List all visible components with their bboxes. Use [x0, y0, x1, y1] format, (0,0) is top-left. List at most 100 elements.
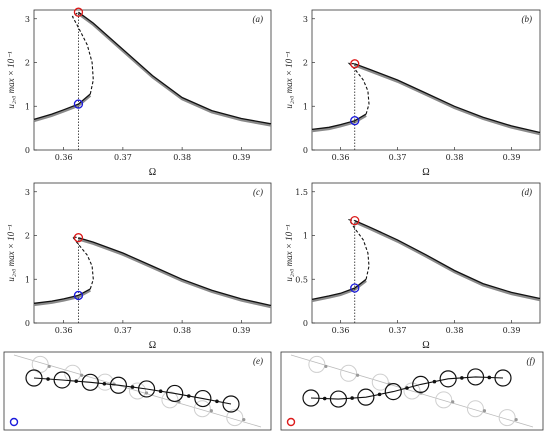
ghost-link-dot: [482, 409, 487, 413]
red-marker: [350, 215, 360, 226]
plot-frame: [311, 9, 541, 151]
y-axis-label: u₂,₀ max × 10⁻¹: [6, 51, 16, 109]
y-tick-label: 0: [303, 146, 308, 155]
plot-frame: [311, 182, 541, 324]
particle-icon: [329, 390, 348, 408]
unstable-branch: [71, 11, 94, 95]
blue-marker: [350, 283, 360, 293]
reference-line: [290, 354, 534, 428]
x-tick-label: 0.36: [55, 153, 73, 162]
x-tick-label: 0.38: [446, 326, 464, 335]
panel-label: (a): [253, 14, 264, 24]
particle-icon: [109, 376, 128, 394]
y-tick-label: 3: [25, 188, 30, 197]
panel-label: (b): [522, 14, 533, 24]
plot-frame: [33, 9, 272, 151]
panel-label: (d): [522, 187, 533, 197]
x-tick-label: 0.39: [232, 326, 250, 335]
link-joint-dot: [130, 385, 135, 389]
y-tick-label: 1.5: [295, 188, 308, 197]
x-tick-label: 0.36: [55, 326, 73, 335]
unstable-branch: [347, 62, 370, 115]
ghost-particle-icon: [371, 373, 389, 391]
blue-marker: [73, 99, 84, 109]
link-joint-dot: [487, 375, 492, 380]
stable-upper-branch: [354, 220, 541, 300]
link-joint-dot: [215, 399, 219, 404]
red-marker-icon: [286, 417, 296, 427]
y-tick-label: 3: [303, 15, 308, 24]
particle-icon: [357, 388, 375, 406]
reference-line: [13, 354, 262, 428]
particle-icon: [25, 369, 43, 387]
y-tick-label: 0.5: [295, 275, 308, 284]
y-axis-label: u₂,₀ max × 10⁻¹: [284, 224, 294, 282]
x-tick-label: 0.37: [389, 326, 407, 335]
x-axis-label: Ω: [149, 167, 156, 178]
ghost-particle-icon: [466, 400, 484, 418]
x-tick-label: 0.37: [114, 153, 132, 162]
panel-label: (e): [253, 356, 263, 366]
ghost-particle-icon: [340, 364, 358, 382]
ghost-particle-icon: [435, 391, 453, 409]
panel-1: 0.36 0.37 0.38 0.39 0 1 2 3 Ωu₂,₀ max × 10⁻¹ (a): [6, 7, 272, 178]
ghost-particle-icon: [161, 391, 179, 409]
x-tick-label: 0.39: [503, 326, 521, 335]
particle-icon: [222, 395, 240, 413]
numeric-upper-branch: [78, 237, 272, 309]
link-joint-dot: [46, 377, 50, 381]
shape-frame: [280, 351, 544, 431]
particle-icon: [439, 370, 457, 388]
shape-panel-e: (e): [3, 351, 272, 431]
numeric-upper-branch: [354, 64, 541, 136]
x-axis-label: Ω: [422, 167, 429, 178]
panel-2: 0.36 0.37 0.38 0.39 0 1 2 3 Ωu₂,₀ max × 10⁻¹ (b): [284, 9, 541, 178]
y-tick-label: 1: [303, 102, 308, 111]
panel-label: (f): [527, 356, 536, 366]
ghost-particle-icon: [96, 373, 114, 391]
stable-upper-branch: [78, 237, 272, 307]
link-joint-dot: [377, 392, 382, 397]
particle-icon: [302, 389, 320, 407]
y-tick-label: 1: [25, 102, 30, 111]
y-axis-label: u₂,₀ max × 10⁻¹: [284, 51, 294, 109]
ghost-link-dot: [355, 373, 360, 377]
y-tick-label: 3: [25, 15, 30, 24]
ghost-link-dot: [242, 417, 246, 422]
plot-frame: [33, 182, 272, 324]
ghost-particle-icon: [129, 382, 146, 400]
ghost-particle-icon: [403, 382, 421, 400]
y-tick-label: 2: [303, 59, 308, 68]
particle-icon: [466, 368, 485, 386]
shape-panel-f: (f): [280, 351, 544, 431]
link-joint-dot: [322, 396, 327, 401]
shape-frame: [3, 351, 272, 431]
link-joint-dot: [186, 394, 191, 398]
x-tick-label: 0.38: [173, 153, 191, 162]
particle-icon: [137, 380, 156, 398]
red-marker: [73, 233, 84, 243]
link-joint-dot: [432, 379, 437, 384]
y-tick-label: 1: [303, 232, 308, 241]
particle-icon: [194, 389, 212, 408]
panel-3: 0.36 0.37 0.38 0.39 0 1 2 3 Ωu₂,₀ max × 10⁻¹ (c): [6, 182, 272, 351]
ghost-particle-icon: [498, 409, 516, 427]
x-tick-label: 0.38: [446, 153, 464, 162]
link-joint-dot: [460, 376, 464, 380]
red-marker: [350, 59, 360, 69]
link-joint-dot: [74, 379, 79, 383]
red-marker: [73, 7, 84, 17]
particle-icon: [53, 371, 71, 389]
y-axis-label: u₂,₀ max × 10⁻¹: [6, 224, 16, 282]
stable-lower-branch: [311, 278, 367, 301]
x-tick-label: 0.37: [389, 153, 407, 162]
x-tick-label: 0.37: [114, 326, 132, 335]
ghost-link-dot: [451, 400, 455, 404]
x-tick-label: 0.39: [503, 153, 521, 162]
link-joint-dot: [102, 381, 107, 386]
x-tick-label: 0.36: [332, 153, 350, 162]
particle-icon: [494, 369, 512, 387]
panel-4: 0.36 0.37 0.38 0.39 0 0.5 1 1.5 Ωu₂,₀ max × 10⁻¹…: [284, 182, 541, 351]
ghost-particle-icon: [193, 400, 211, 418]
ghost-particle-icon: [226, 409, 244, 427]
